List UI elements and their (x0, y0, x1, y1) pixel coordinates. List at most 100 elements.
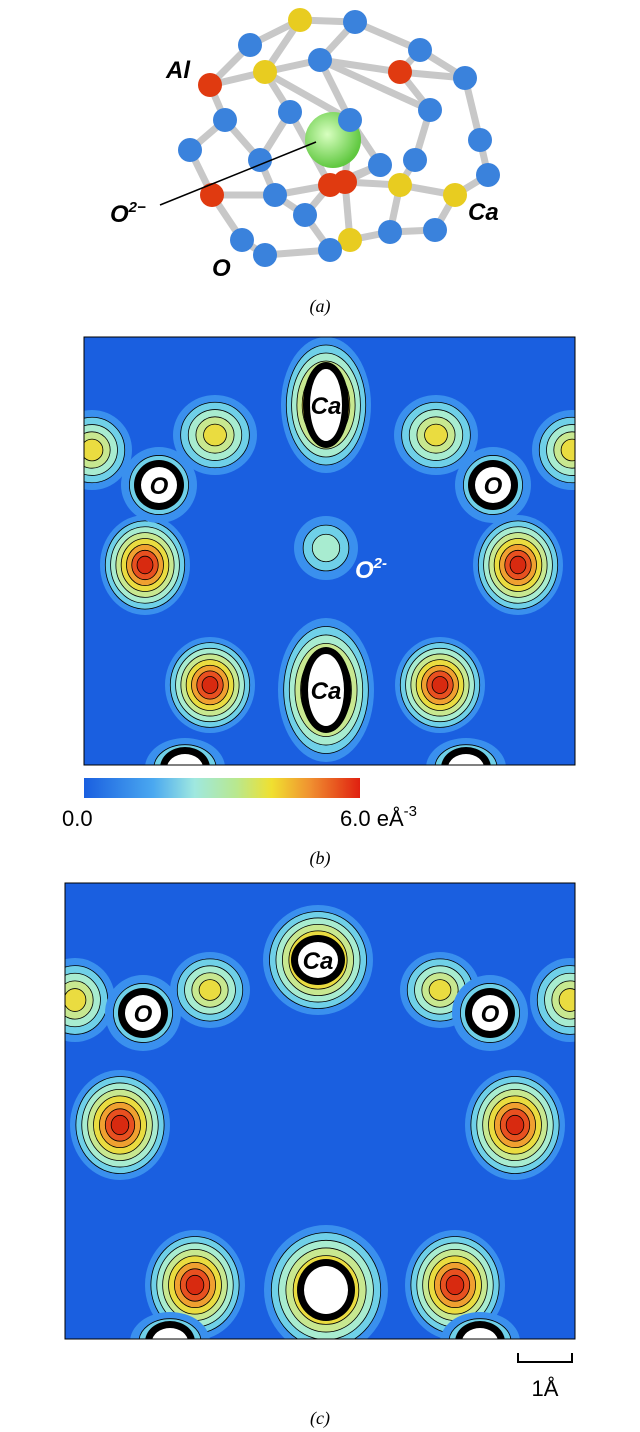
core (152, 1328, 188, 1339)
density-map (84, 337, 575, 765)
atom-label: Ca (311, 678, 342, 705)
atom (253, 60, 277, 84)
bond (319, 56, 401, 76)
contour (431, 676, 449, 694)
atom (368, 153, 392, 177)
bond (318, 56, 432, 114)
contour (311, 533, 341, 563)
core (298, 942, 338, 978)
colorbar-min: 0.0 (62, 806, 93, 831)
core (475, 467, 511, 503)
atom (238, 33, 262, 57)
atom-label: O2- (355, 555, 387, 584)
core (448, 754, 484, 765)
core (141, 467, 177, 503)
atom-label: Ca (468, 199, 499, 226)
contour (201, 676, 219, 694)
scale-label: 1Å (532, 1376, 559, 1401)
core-ring (455, 1321, 505, 1339)
atom (333, 170, 357, 194)
atom (468, 128, 492, 152)
atom (388, 60, 412, 84)
atom (253, 243, 277, 267)
atom (248, 148, 272, 172)
atom (198, 73, 222, 97)
core (304, 1266, 348, 1314)
atom (263, 183, 287, 207)
pointer (159, 141, 317, 206)
bond (263, 68, 352, 124)
atom (343, 10, 367, 34)
atom (403, 148, 427, 172)
density-map (65, 905, 575, 1339)
atom (476, 163, 500, 187)
atom-label: O (484, 473, 503, 500)
atom (278, 100, 302, 124)
atom (338, 108, 362, 132)
atom (288, 8, 312, 32)
contour (185, 1274, 205, 1296)
atom (443, 183, 467, 207)
atom (423, 218, 447, 242)
core (308, 654, 344, 726)
atom-label: O (134, 1001, 153, 1028)
atom (293, 203, 317, 227)
map-border (83, 336, 576, 766)
atom (178, 138, 202, 162)
core (167, 754, 203, 765)
contour (509, 555, 527, 575)
core (462, 1328, 498, 1339)
contour (558, 988, 575, 1012)
atom (200, 183, 224, 207)
atom-label: Ca (311, 393, 342, 420)
scale-bar (517, 1353, 573, 1363)
atom-label: O (481, 1001, 500, 1028)
cage-structure (178, 8, 500, 267)
map-labels: Ca O O O2- Ca (150, 393, 503, 705)
core (125, 995, 161, 1031)
contour (445, 1274, 465, 1296)
label-base: O (355, 557, 374, 584)
atom (230, 228, 254, 252)
panel-label: (b) (310, 848, 331, 869)
core-ring (441, 747, 491, 765)
core (472, 995, 508, 1031)
contour (136, 555, 154, 575)
label-base: O (110, 201, 129, 228)
atom (453, 66, 477, 90)
atom-label: Ca (303, 948, 334, 975)
atom-label: O (212, 255, 231, 282)
label-sup: 2- (373, 555, 387, 572)
atom (408, 38, 432, 62)
core-ring (145, 1321, 195, 1339)
map-labels: Ca O O (134, 948, 500, 1028)
contour (560, 438, 575, 462)
colorbar-max: 6.0 (340, 806, 371, 831)
atom (418, 98, 442, 122)
contour (428, 979, 452, 1001)
atom (388, 173, 412, 197)
atom (378, 220, 402, 244)
atom (213, 108, 237, 132)
colorbar-unit-sup: -3 (404, 803, 417, 820)
contour (505, 1114, 525, 1136)
contour (84, 438, 104, 462)
panel-label: (c) (310, 1408, 330, 1429)
contour (203, 423, 227, 447)
panel-label: (a) (310, 296, 331, 317)
core (310, 369, 342, 441)
label-sup: 2− (128, 199, 146, 216)
colorbar-unit: eÅ (377, 806, 404, 831)
contour (110, 1114, 130, 1136)
atom (338, 228, 362, 252)
cage-labels: Al O2− O Ca (110, 57, 499, 282)
contour (198, 979, 222, 1001)
atom-label: O2− (110, 199, 146, 228)
atom-label: Al (165, 57, 191, 84)
contour (65, 988, 87, 1012)
contour (424, 423, 448, 447)
atom (318, 238, 342, 262)
colorbar (84, 778, 360, 798)
colorbar-max-label: 6.0 eÅ-3 (340, 803, 417, 831)
